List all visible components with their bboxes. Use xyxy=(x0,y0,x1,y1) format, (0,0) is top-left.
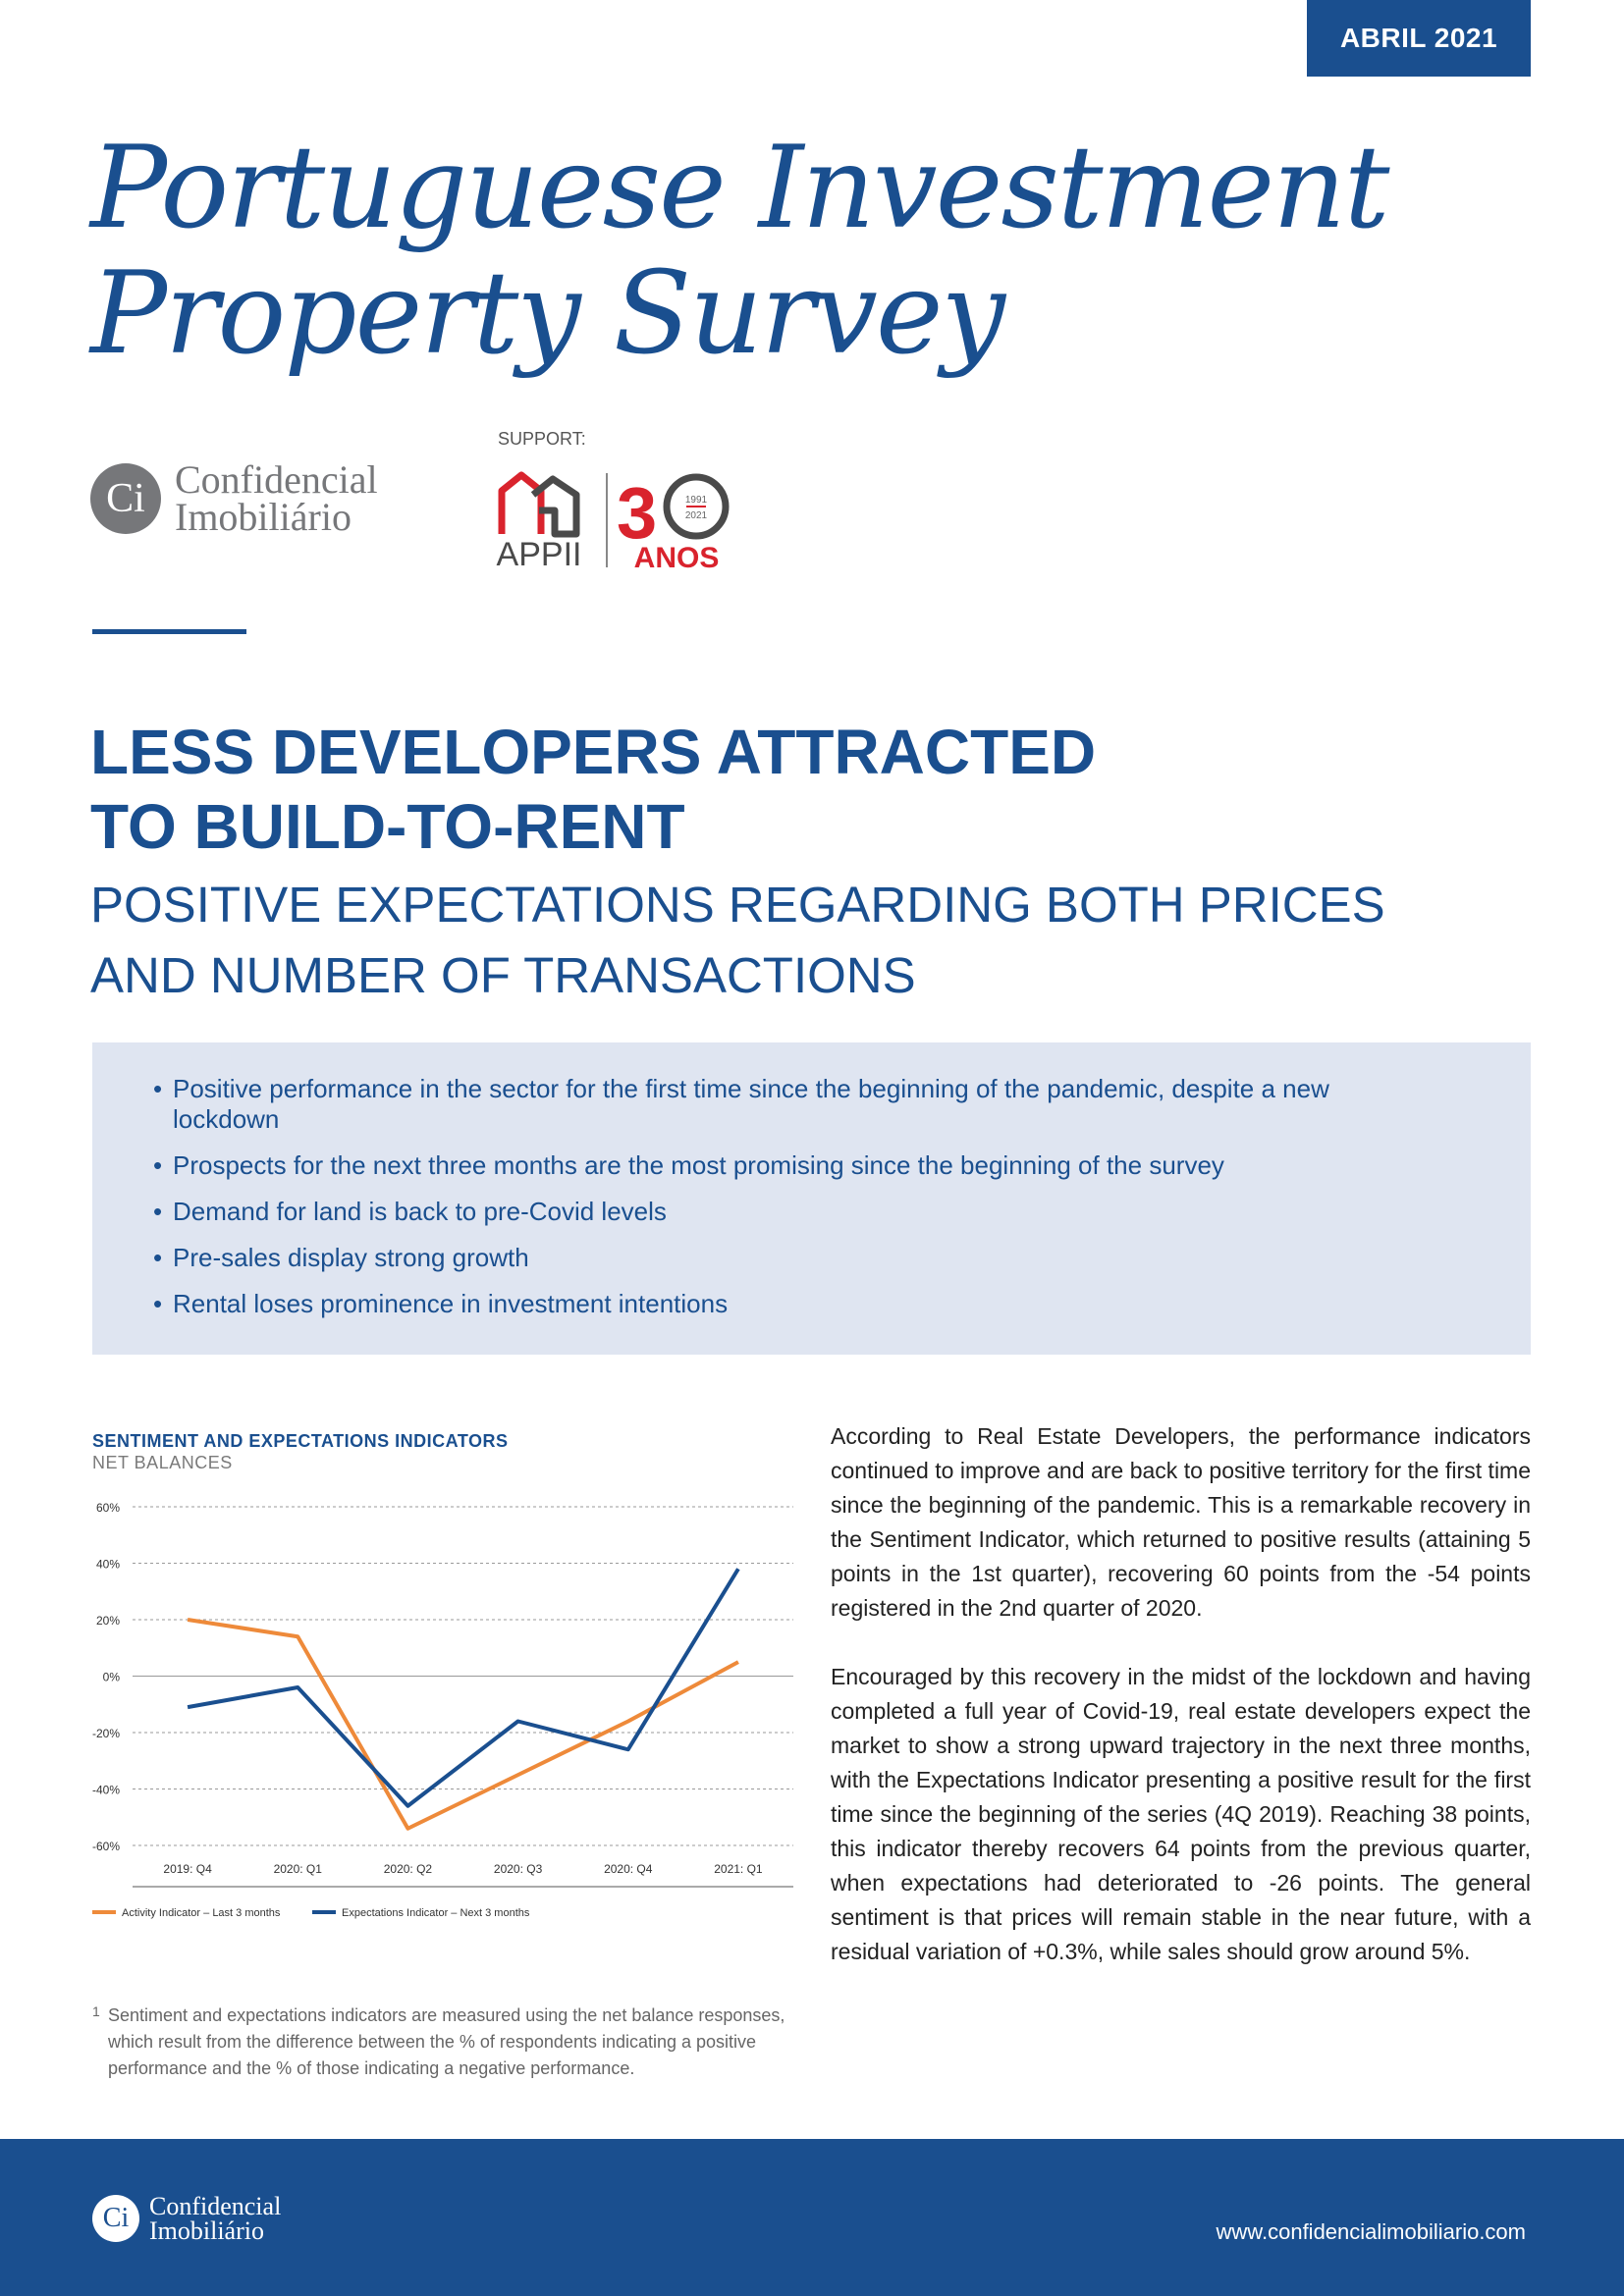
highlight-item: Positive performance in the sector for t… xyxy=(153,1074,1371,1135)
y-tick-label: 40% xyxy=(96,1558,120,1572)
legend-label: Expectations Indicator – Next 3 months xyxy=(342,1907,530,1919)
subheadline-line-2: AND NUMBER OF TRANSACTIONS xyxy=(90,947,916,1003)
ci-logo-line-2: Imobiliário xyxy=(175,495,352,539)
x-tick-label: 2020: Q1 xyxy=(274,1862,323,1876)
footer-logo-line-1: Confidencial xyxy=(149,2192,282,2220)
x-tick-label: 2020: Q4 xyxy=(604,1862,653,1876)
y-tick-label: 0% xyxy=(103,1671,121,1684)
appii-year-start: 1991 xyxy=(685,495,708,506)
appii-year-end: 2021 xyxy=(685,510,708,521)
subheadline: POSITIVE EXPECTATIONS REGARDING BOTH PRI… xyxy=(90,870,1385,1011)
headline: LESS DEVELOPERS ATTRACTED TO BUILD-TO-RE… xyxy=(90,715,1096,864)
subheadline-line-1: POSITIVE EXPECTATIONS REGARDING BOTH PRI… xyxy=(90,877,1385,933)
y-tick-label: 60% xyxy=(96,1501,120,1515)
appii-30-anos-logo: APPII 3 1991 2021 ANOS xyxy=(497,471,730,571)
appii-house-icon xyxy=(498,471,580,538)
headline-line-1: LESS DEVELOPERS ATTRACTED xyxy=(90,717,1097,787)
appii-wordmark: APPII xyxy=(497,536,582,571)
article-body: According to Real Estate Developers, the… xyxy=(831,1419,1531,2003)
footer-logo: Ci Confidencial Imobiliário xyxy=(92,2192,282,2245)
article-paragraph-2: Encouraged by this recovery in the midst… xyxy=(831,1664,1531,1964)
highlight-item: Pre-sales display strong growth xyxy=(153,1243,1371,1273)
report-title-line-1: Portuguese Investment xyxy=(90,122,1389,254)
x-tick-label: 2020: Q2 xyxy=(384,1862,433,1876)
section-divider xyxy=(92,629,246,634)
footer-logo-mark: Ci xyxy=(92,2195,139,2242)
date-badge: ABRIL 2021 xyxy=(1307,0,1531,77)
x-tick-label: 2020: Q3 xyxy=(494,1862,543,1876)
sentiment-line-chart: 60% 40% 20% 0% -20% -40% -60% 2019: Q4 2020: Q1 2… xyxy=(92,1501,793,1919)
footnote-marker: 1 xyxy=(92,2003,100,2019)
y-tick-label: 20% xyxy=(96,1614,120,1628)
headline-line-2: TO BUILD-TO-RENT xyxy=(90,791,685,862)
highlight-item: Prospects for the next three months are … xyxy=(153,1150,1371,1181)
confidencial-imobiliario-logo: Ci Confidencial Imobiliário xyxy=(90,457,378,539)
ci-logo-wordmark: Confidencial Imobiliário xyxy=(175,457,378,539)
footnote-line-1: Sentiment and expectations indicators ar… xyxy=(108,2005,785,2025)
footnote: 1 Sentiment and expectations indicators … xyxy=(92,2002,814,2082)
chart-subtitle: NET BALANCES xyxy=(92,1453,233,1472)
x-tick-label: 2021: Q1 xyxy=(714,1862,763,1876)
expectations-indicator-line xyxy=(187,1568,740,1808)
appii-zero-ring xyxy=(663,473,730,540)
appii-number-3: 3 xyxy=(617,472,657,554)
legend-label: Activity Indicator – Last 3 months xyxy=(122,1907,281,1919)
chart-title: SENTIMENT AND EXPECTATIONS INDICATORS xyxy=(92,1431,509,1451)
footer-logo-wordmark: Confidencial Imobiliário xyxy=(149,2192,282,2245)
report-title-line-2: Property Survey xyxy=(90,247,1005,380)
y-tick-label: -20% xyxy=(92,1727,120,1740)
footer-logo-line-2: Imobiliário xyxy=(149,2216,264,2245)
article-paragraph-1: According to Real Estate Developers, the… xyxy=(831,1423,1531,1621)
highlight-item: Rental loses prominence in investment in… xyxy=(153,1289,1371,1319)
activity-indicator-line xyxy=(187,1618,739,1831)
y-tick-label: -60% xyxy=(92,1840,120,1853)
highlights-box: Positive performance in the sector for t… xyxy=(92,1042,1531,1355)
highlights-list: Positive performance in the sector for t… xyxy=(92,1042,1531,1319)
appii-anos-text: ANOS xyxy=(634,542,720,571)
footnote-line-2: which result from the difference between… xyxy=(108,2032,757,2052)
highlight-item: Demand for land is back to pre-Covid lev… xyxy=(153,1197,1371,1227)
y-tick-label: -40% xyxy=(92,1784,120,1797)
x-tick-label: 2019: Q4 xyxy=(163,1862,212,1876)
footnote-line-3: performance and the % of those indicatin… xyxy=(108,2058,635,2078)
ci-logo-line-1: Confidencial xyxy=(175,457,378,502)
website-link[interactable]: www.confidencialimobiliario.com xyxy=(1216,2219,1526,2244)
ci-logo-mark: Ci xyxy=(90,463,161,534)
report-title: Portuguese Investment Property Survey xyxy=(90,122,1389,380)
support-label: SUPPORT: xyxy=(498,429,586,449)
page-footer: Ci Confidencial Imobiliário www.confiden… xyxy=(0,2139,1624,2296)
